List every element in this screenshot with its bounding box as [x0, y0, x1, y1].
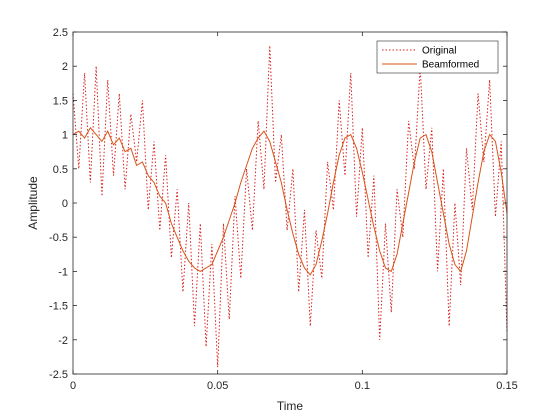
x-axis-label: Time	[277, 399, 304, 413]
y-tick-label: 1	[62, 130, 68, 142]
legend: Original Beamformed	[376, 40, 499, 74]
series-line-beamformed	[72, 126, 508, 276]
y-tick-label: -1.5	[49, 301, 68, 313]
y-tick-label: 0.5	[53, 164, 68, 176]
y-tick-label: -2	[58, 335, 68, 347]
x-tick-label: 0	[70, 380, 76, 392]
y-tick-label: -1	[58, 266, 68, 278]
y-tick-label: 2.5	[53, 27, 68, 39]
x-tick-label: 0.1	[355, 380, 370, 392]
legend-label-beamformed: Beamformed	[422, 60, 479, 71]
axes-layer: 0 0.05 0.1 0.15 -2.5 -2 -1.5 -1 -0.5 0 0.5 1 1.5 2 2.5	[49, 27, 518, 392]
legend-box	[376, 40, 499, 74]
y-tick-label: 1.5	[53, 95, 68, 107]
series-layer	[72, 45, 508, 368]
y-axis-label: Amplitude	[26, 176, 40, 230]
plot-area	[73, 32, 507, 374]
x-tick-label: 0.05	[207, 380, 228, 392]
plot-background	[73, 32, 507, 374]
x-tick-label: 0.15	[496, 380, 517, 392]
y-tick-label: -2.5	[49, 369, 68, 381]
y-tick-label: -0.5	[49, 232, 68, 244]
legend-label-original: Original	[422, 46, 456, 57]
y-tick-label: 2	[62, 61, 68, 73]
y-tick-label: 0	[62, 198, 68, 210]
